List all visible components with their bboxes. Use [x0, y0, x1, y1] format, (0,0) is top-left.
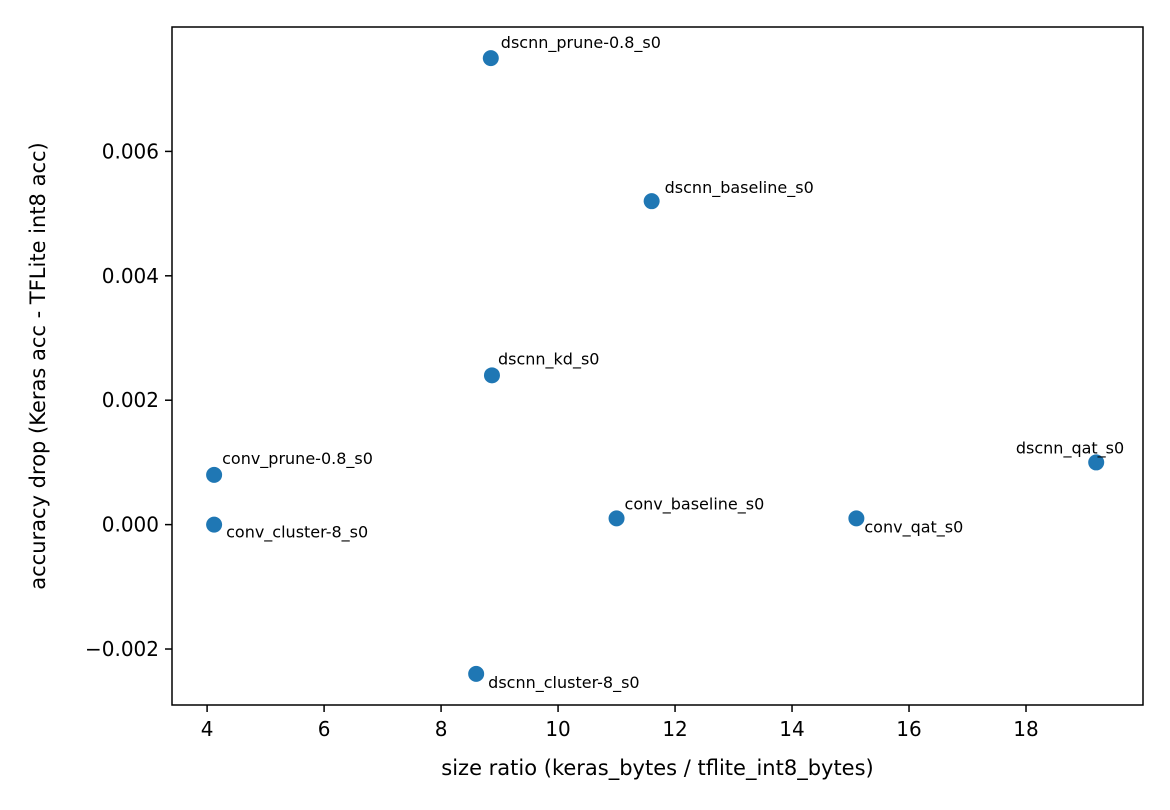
- x-axis-label: size ratio (keras_bytes / tflite_int8_by…: [441, 756, 873, 781]
- data-point: [848, 510, 865, 527]
- y-tick-label: 0.006: [102, 139, 159, 163]
- x-tick-label: 16: [896, 717, 921, 741]
- data-point: [482, 50, 499, 67]
- data-point: [206, 466, 223, 483]
- data-point-label: conv_qat_s0: [864, 517, 963, 537]
- data-points: [206, 50, 1105, 682]
- x-tick-label: 8: [435, 717, 448, 741]
- plot-frame: [171, 26, 1144, 706]
- data-point-labels: dscnn_prune-0.8_s0 dscnn_baseline_s0dscnn…: [222, 33, 1124, 693]
- data-point: [1088, 454, 1105, 471]
- y-axis-label: accuracy drop (Keras acc - TFLite int8 a…: [26, 142, 50, 589]
- data-point-label: dscnn_kd_s0: [498, 349, 600, 369]
- data-point: [206, 516, 223, 533]
- y-axis-ticks: −0.002 0.000 0.002 0.004 0.006: [85, 139, 172, 661]
- x-tick-label: 10: [545, 717, 570, 741]
- data-point-label: dscnn_qat_s0: [1016, 438, 1124, 458]
- data-point: [643, 193, 660, 210]
- data-point: [608, 510, 625, 527]
- data-point: [483, 367, 500, 384]
- data-point-label: conv_cluster-8_s0: [226, 523, 368, 543]
- x-tick-label: 4: [201, 717, 214, 741]
- x-tick-label: 6: [318, 717, 331, 741]
- x-tick-label: 14: [779, 717, 804, 741]
- data-point-label: dscnn_prune-0.8_s0: [501, 33, 661, 53]
- y-tick-label: −0.002: [85, 637, 159, 661]
- data-point-label: dscnn_cluster-8_s0: [488, 673, 639, 693]
- y-tick-label: 0.004: [102, 264, 159, 288]
- data-point-label: conv_prune-0.8_s0: [222, 449, 373, 469]
- data-point-label: conv_baseline_s0: [625, 494, 765, 514]
- x-axis-ticks: 4 6 8 10 12 14 16 18: [201, 705, 1039, 741]
- data-point: [468, 665, 485, 682]
- y-tick-label: 0.002: [102, 388, 159, 412]
- y-tick-label: 0.000: [102, 513, 159, 537]
- data-point-label: dscnn_baseline_s0: [665, 178, 814, 198]
- x-tick-label: 18: [1013, 717, 1038, 741]
- x-tick-label: 12: [662, 717, 687, 741]
